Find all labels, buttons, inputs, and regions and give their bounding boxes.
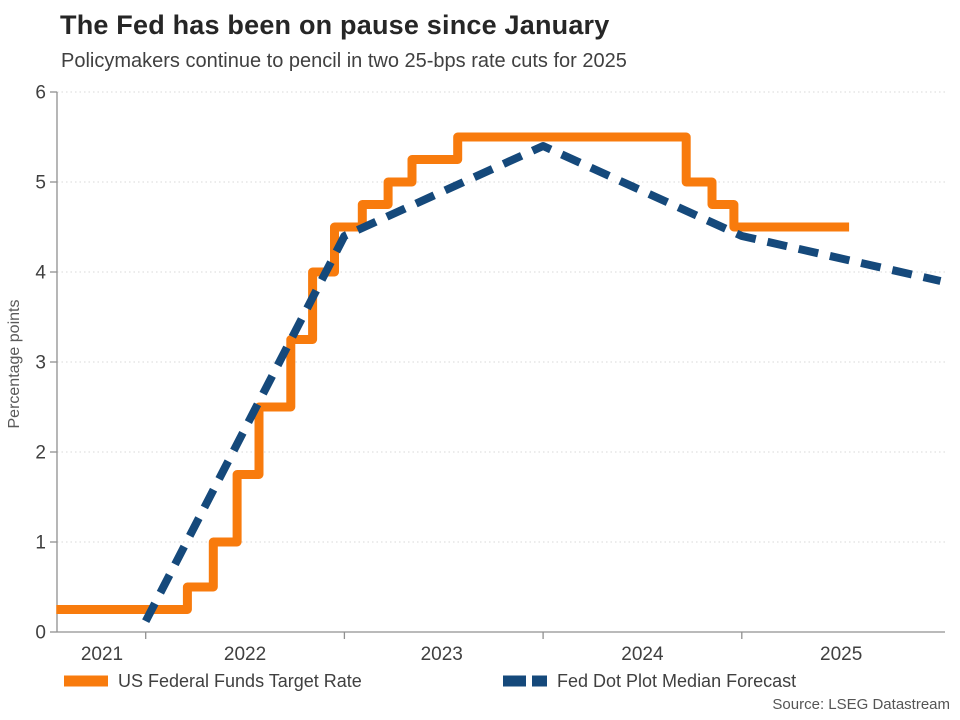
y-axis-title: Percentage points	[6, 299, 23, 429]
target-rate-series-line	[56, 132, 850, 614]
y-tick-label: 4	[35, 263, 46, 284]
y-tick-label: 0	[35, 623, 46, 644]
legend-item-target-rate: US Federal Funds Target Rate	[64, 669, 362, 693]
x-tick-label: 2023	[421, 644, 463, 665]
x-tick-label: 2021	[81, 644, 123, 665]
y-tick-label: 6	[35, 83, 46, 104]
legend-label-target-rate: US Federal Funds Target Rate	[118, 670, 362, 691]
chart-legend: US Federal Funds Target Rate Fed Dot Plo…	[0, 669, 960, 695]
target-rate-line-swatch	[64, 675, 108, 687]
legend-label-forecast: Fed Dot Plot Median Forecast	[557, 670, 797, 691]
x-tick-label: 2025	[820, 644, 862, 665]
chart-canvas: 0 1 2 3 4 5 6 2021 2022 2023 2024 2025	[35, 83, 945, 665]
x-tick-label: 2022	[224, 644, 266, 665]
forecast-series-line	[142, 142, 942, 624]
source-note: Source: LSEG Datastream	[772, 696, 950, 713]
page-title: The Fed has been on pause since January	[60, 10, 610, 40]
forecast-line-swatch	[503, 675, 547, 687]
y-tick-label: 3	[35, 353, 46, 374]
legend-item-forecast: Fed Dot Plot Median Forecast	[503, 669, 796, 693]
y-tick-label: 5	[35, 173, 46, 194]
y-tick-label: 2	[35, 443, 46, 464]
y-tick-label: 1	[35, 533, 46, 554]
x-tick-label: 2024	[621, 644, 664, 665]
page-subtitle: Policymakers continue to pencil in two 2…	[61, 50, 627, 72]
